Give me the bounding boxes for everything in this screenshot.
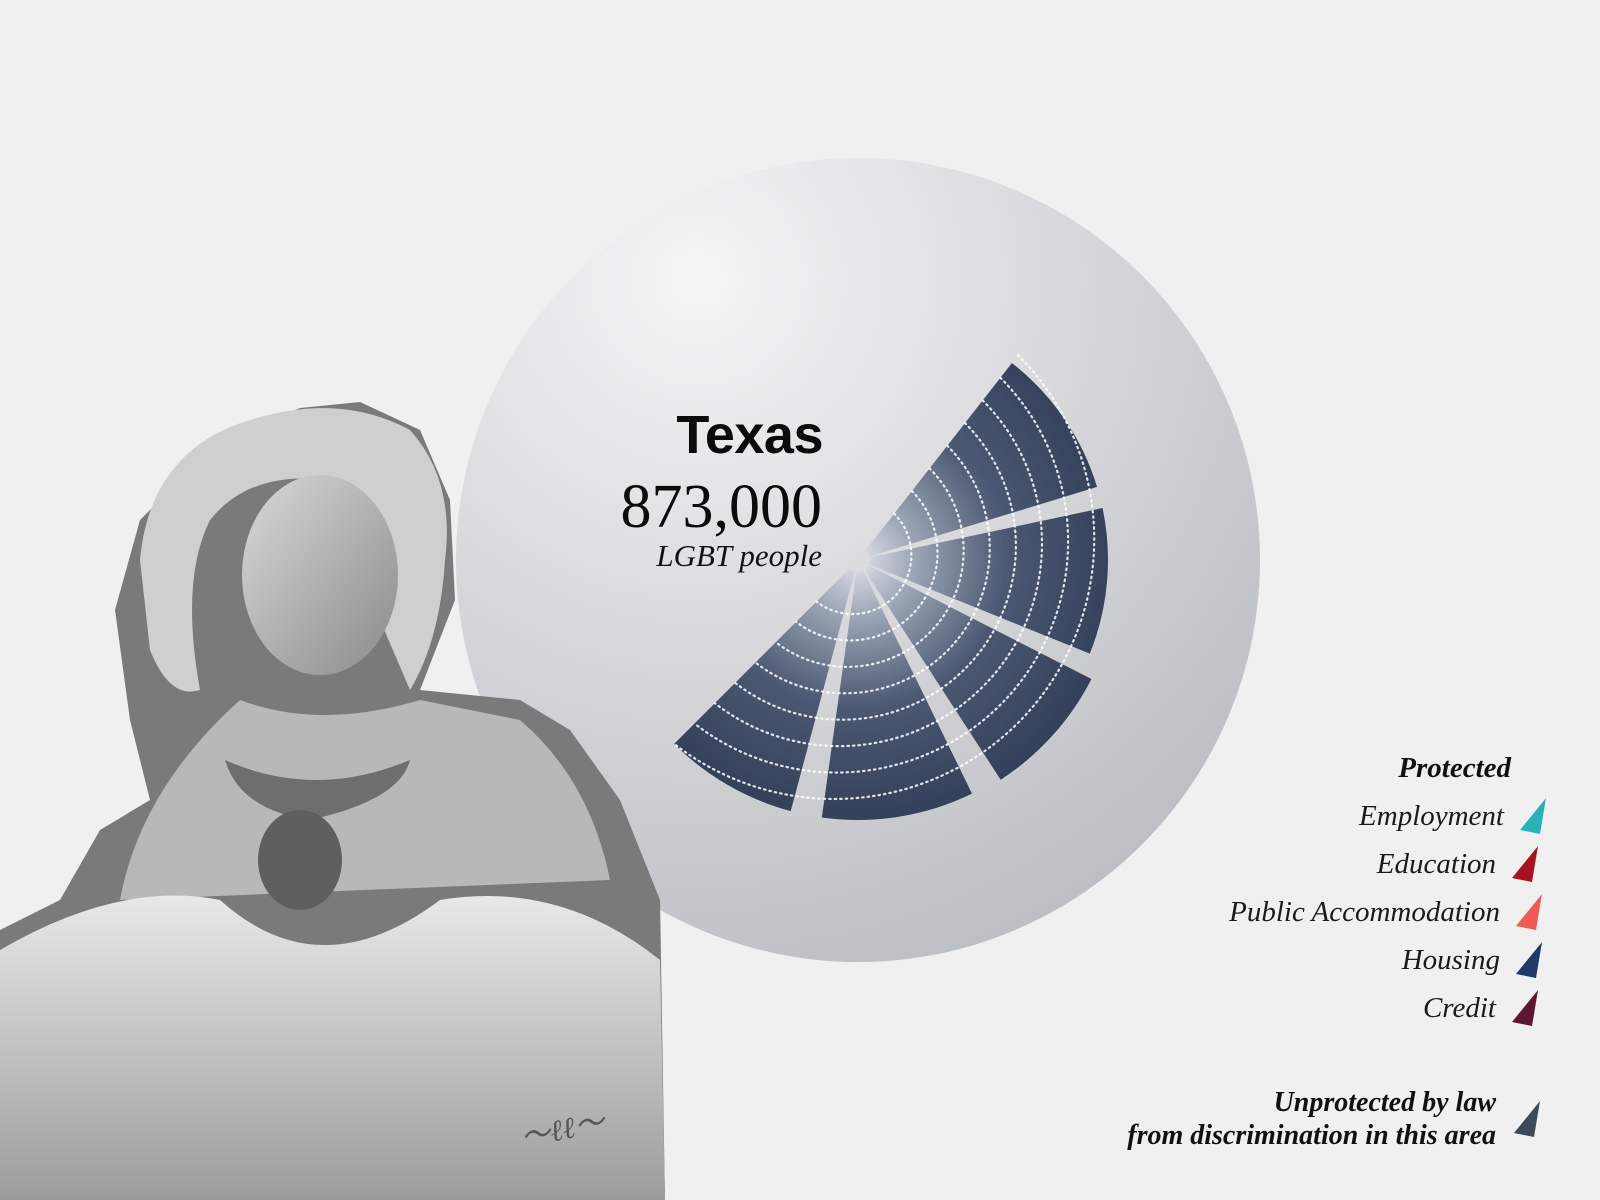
radial-chart: [674, 362, 1109, 820]
ring-gridline: [774, 467, 965, 668]
wedge-housing: [821, 570, 972, 820]
lgbt-population-count: 873,000: [620, 473, 823, 541]
background-circle: [456, 158, 1260, 962]
ring-gridline: [754, 444, 991, 695]
population-label: LGBT people: [656, 538, 822, 573]
necklace: [225, 760, 410, 820]
state-title: Texas: [676, 405, 823, 465]
ring-gridline: [673, 354, 1096, 801]
ring-gridline: [693, 376, 1070, 774]
gown: [0, 895, 665, 1200]
pendant: [258, 810, 342, 910]
wedge-public-accommodation: [864, 565, 1092, 780]
wedge-employment: [865, 362, 1098, 557]
ring-gridline: [815, 512, 913, 616]
ring-gridline: [713, 399, 1044, 748]
hair: [140, 408, 447, 692]
ring-gridline: [795, 489, 939, 642]
face: [242, 475, 398, 675]
portrait-photo: 〜ℓℓ〜: [0, 402, 665, 1200]
wedge-credit: [674, 568, 855, 812]
wedge-education: [869, 508, 1109, 654]
ring-gridlines: [673, 354, 1096, 801]
